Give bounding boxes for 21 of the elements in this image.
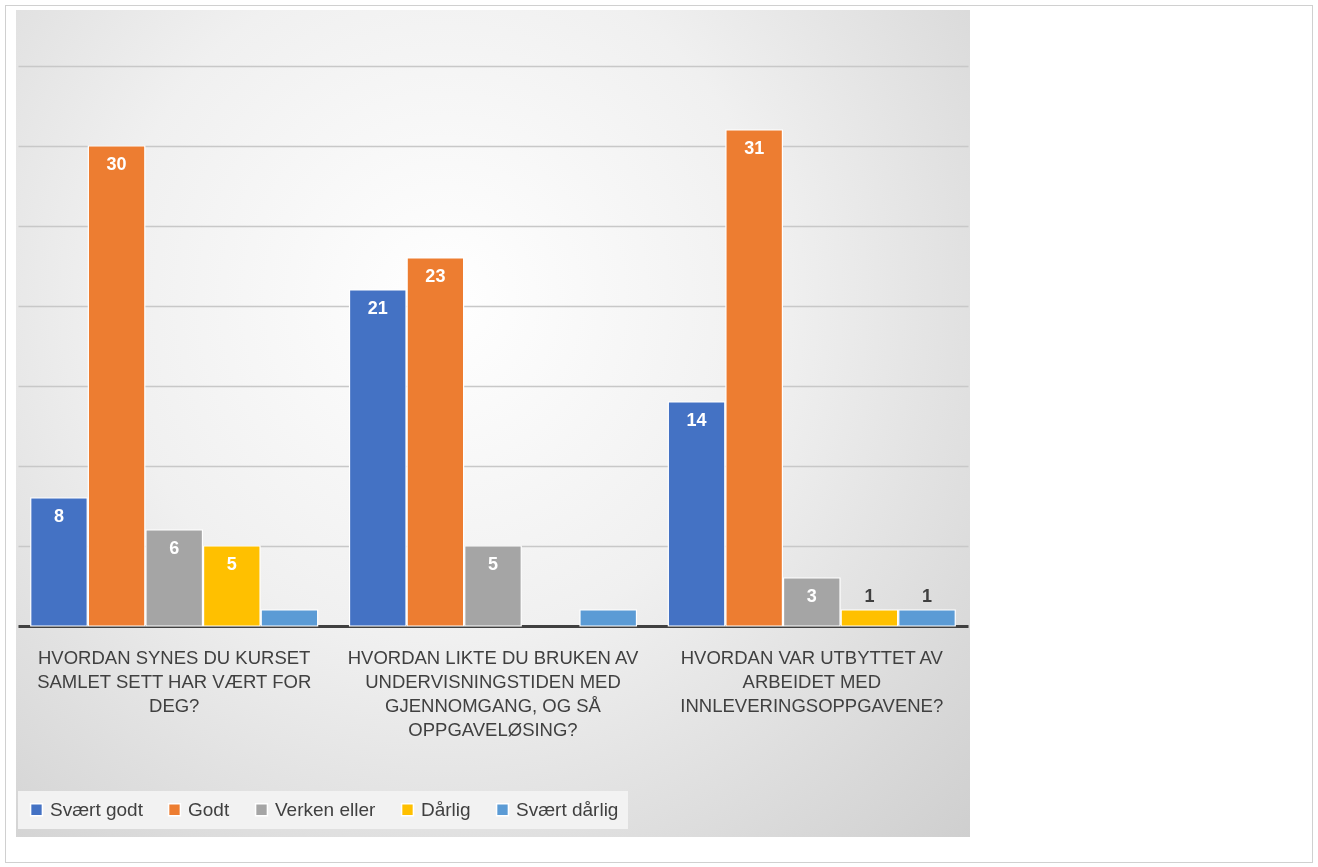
legend-label: Svært godt [50,798,144,820]
data-label: 1 [864,586,875,606]
legend-label: Dårlig [421,798,471,820]
bar [579,609,638,627]
legend-label: Verken eller [275,798,377,820]
legend-label: Godt [188,798,230,820]
data-label: 5 [487,554,499,574]
data-label: 6 [169,538,180,558]
data-label: 8 [53,506,64,526]
legend-label: Svært dårlig [516,798,619,820]
data-label: 3 [806,586,817,606]
data-label: 1 [922,586,933,606]
data-label: 21 [367,298,388,318]
data-label: 14 [686,410,707,430]
x-tick-label: HVORDAN VAR UTBYTTET AV ARBEIDET MED INNLEVERINGSOPPGAVENE? [680,646,944,716]
data-label: 23 [425,266,446,286]
data-label: 31 [744,138,765,158]
data-label: 5 [226,554,237,574]
x-tick-label: HVORDAN LIKTE DU BRUKEN AV UNDERVISNINGSTIDEN MED GJENNOMGANG, OG SÅ OPPGAVELØSING? [347,646,639,740]
x-tick-label: HVORDAN SYNES DU KURSET SAMLET SETT HAR VÆRT FOR DEG? [37,646,312,716]
data-label: 30 [106,154,127,174]
